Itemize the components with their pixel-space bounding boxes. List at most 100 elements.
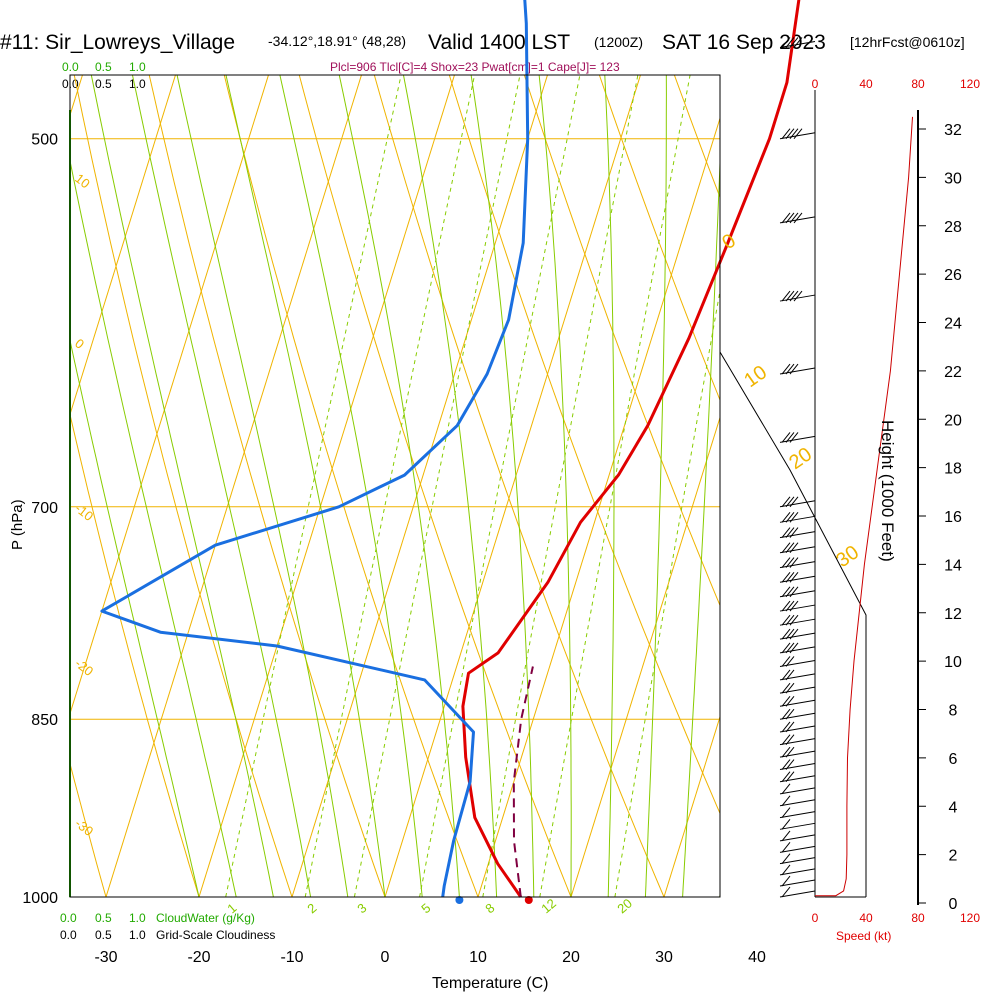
moist-adiabat xyxy=(644,75,667,897)
height-tick-label: 6 xyxy=(949,751,958,768)
mixing-ratio-label: 12 xyxy=(538,896,559,917)
mixing-ratio-label: 2 xyxy=(304,900,319,916)
barb-staff xyxy=(779,575,816,583)
isotherm-label: -20 xyxy=(72,656,96,679)
barb-flag xyxy=(785,290,795,302)
x-axis-label: Temperature (C) xyxy=(432,975,548,992)
wind-barb xyxy=(779,682,816,694)
cloudwater-top-scale: 0.0 0.5 1.0 0.0 0.5 1.0 xyxy=(62,60,146,91)
barb-flag xyxy=(789,586,799,598)
barb-flag xyxy=(785,746,795,758)
wind-barb xyxy=(779,527,816,539)
x-tick-label: -10 xyxy=(280,949,303,966)
barb-flag xyxy=(785,571,795,583)
barb-flag xyxy=(793,128,803,140)
isotherm-line xyxy=(105,75,362,897)
barb-flag xyxy=(781,542,791,554)
wind-barbs: 0040408080120120024681012141618202224262… xyxy=(719,37,980,925)
barb-staff xyxy=(779,632,816,640)
mixing-ratio-label: 20 xyxy=(614,896,635,917)
moist-adiabat xyxy=(176,75,349,897)
barb-staff xyxy=(779,367,816,375)
wind-barb xyxy=(779,842,816,853)
dewpoint-profile xyxy=(100,0,530,898)
speed-bottom-tick: 120 xyxy=(960,911,980,925)
x-tick-label: 0 xyxy=(381,949,390,966)
dry-adiabat xyxy=(373,75,665,897)
theta-label: 0 xyxy=(718,230,740,254)
wind-barb xyxy=(779,795,816,807)
surface-dewpoint-marker xyxy=(455,896,464,904)
barb-flag xyxy=(781,363,791,375)
barb-flag xyxy=(789,432,799,443)
wind-barb xyxy=(779,600,816,612)
temperature-profile xyxy=(461,0,801,898)
isotherm-label: -10 xyxy=(72,501,96,524)
dry-adiabat xyxy=(448,75,720,815)
pressure-tick-label: 1000 xyxy=(22,890,58,907)
stability-indices: Plcl=906 Tlcl[C]=4 Shox=23 Pwat[cm]=1 Ca… xyxy=(330,60,620,74)
wind-barb xyxy=(779,746,816,758)
barb-flag xyxy=(781,290,791,302)
cloud-top-2: 1.0 xyxy=(129,77,146,91)
wind-barb xyxy=(779,783,816,795)
barb-staff xyxy=(779,659,816,667)
barb-flag xyxy=(793,290,803,302)
forecast-run: [12hrFcst@0610z] xyxy=(850,34,965,50)
barb-staff xyxy=(779,618,816,626)
barb-flag xyxy=(781,571,791,583)
barb-flag xyxy=(781,807,791,818)
moist-adiabat xyxy=(279,75,423,897)
barb-staff xyxy=(779,725,816,733)
moist-adiabat xyxy=(90,75,274,897)
wind-barb xyxy=(779,818,816,830)
wind-barb xyxy=(779,695,816,707)
theta-label: 30 xyxy=(832,541,863,572)
barb-staff xyxy=(779,590,816,598)
moist-adiabat xyxy=(225,75,386,897)
dry-adiabat xyxy=(514,0,1000,950)
mixing-ratio-line xyxy=(225,75,402,897)
barb-staff xyxy=(779,216,816,224)
barb-staff xyxy=(779,868,816,876)
barb-staff xyxy=(779,763,816,771)
x-tick-label: 40 xyxy=(748,949,766,966)
barb-flag xyxy=(781,886,791,898)
height-tick-label: 20 xyxy=(944,412,962,429)
barb-flag xyxy=(785,212,795,224)
dry-adiabat xyxy=(148,75,386,897)
moist-adiabat xyxy=(70,338,200,897)
barb-staff xyxy=(779,845,816,853)
wind-barb xyxy=(779,512,816,523)
cloud-top-1: 0.5 xyxy=(95,77,112,91)
cw-top-2: 1.0 xyxy=(129,60,146,74)
wind-speed-profile xyxy=(815,116,913,897)
barb-flag xyxy=(789,642,799,654)
barb-flag xyxy=(781,527,791,538)
cloudwater-bottom-scale: 0.0 0.5 1.0 CloudWater (g/Kg) 0.0 0.5 1.… xyxy=(60,911,275,942)
wind-barb xyxy=(779,363,816,375)
wind-barb xyxy=(779,759,816,771)
moist-adiabat xyxy=(402,75,498,897)
wind-barb xyxy=(779,496,816,508)
barb-staff xyxy=(779,811,816,819)
barb-flag xyxy=(785,682,795,694)
barb-flag xyxy=(781,759,791,770)
height-tick-label: 32 xyxy=(944,122,962,139)
isotherm-label: 0 xyxy=(72,336,87,352)
barb-flag xyxy=(789,600,799,612)
barb-staff xyxy=(779,561,816,569)
moist-adiabat xyxy=(470,75,535,897)
barb-flag xyxy=(785,512,795,523)
cloud-bot-0: 0.0 xyxy=(60,928,77,942)
barb-flag xyxy=(789,37,799,48)
barb-flag xyxy=(789,496,799,508)
wind-barb xyxy=(779,853,816,865)
barb-flag xyxy=(785,628,795,640)
barb-flag xyxy=(781,669,791,681)
pressure-tick-label: 850 xyxy=(31,712,58,729)
barb-staff xyxy=(779,857,816,865)
dry-adiabat xyxy=(823,0,1000,950)
moist-adiabat xyxy=(70,158,237,897)
dry-adiabat xyxy=(73,75,293,897)
